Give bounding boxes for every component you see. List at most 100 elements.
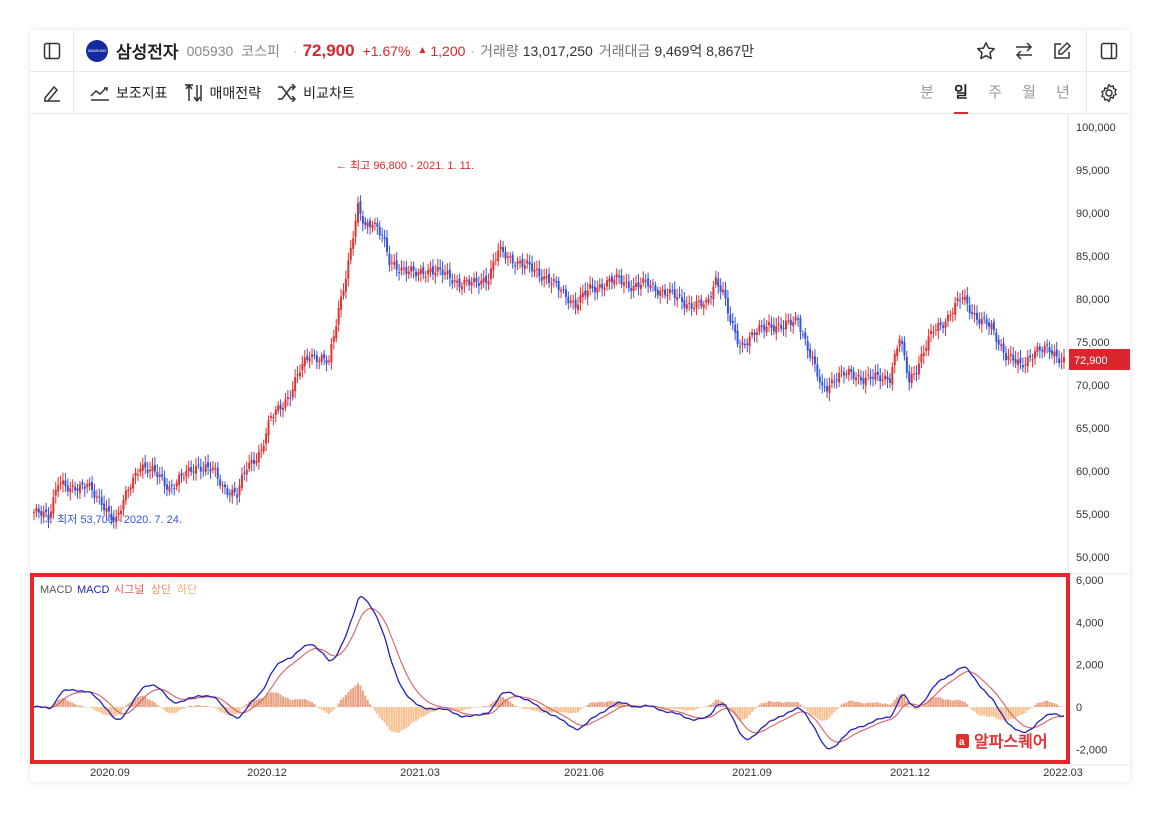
histogram-bar — [163, 707, 166, 711]
macd-legend: MACD MACD 시그널 상단 하단 — [40, 582, 197, 596]
histogram-bar — [211, 707, 214, 708]
candle-body — [1041, 349, 1044, 352]
histogram-bar — [951, 700, 954, 708]
compare-button[interactable]: 비교차트 — [277, 83, 355, 103]
price-tick-label: 95,000 — [1076, 165, 1110, 177]
candle-body — [1060, 360, 1063, 362]
candle-body — [755, 332, 758, 335]
time-tick-label: 2021.06 — [564, 767, 604, 779]
indicator-button[interactable]: 보조지표 — [90, 83, 168, 103]
candle-body — [777, 323, 780, 325]
star-icon[interactable] — [976, 41, 996, 61]
histogram-bar — [593, 702, 596, 708]
settings-button[interactable] — [1086, 71, 1130, 114]
histogram-bar — [983, 707, 986, 716]
drawing-tool-button[interactable] — [30, 71, 74, 114]
candle-body — [751, 332, 754, 336]
tab-week[interactable]: 주 — [988, 83, 1002, 101]
candle-body — [535, 268, 538, 270]
histogram-bar — [173, 707, 176, 714]
candle-body — [1012, 354, 1015, 361]
candle-body — [806, 340, 809, 351]
histogram-bar — [531, 707, 534, 711]
histogram-bar — [884, 703, 887, 708]
sidebar-toggle-button[interactable] — [30, 29, 74, 72]
histogram-bar — [127, 703, 130, 708]
histogram-bar — [523, 707, 526, 710]
histogram-bar — [659, 707, 662, 710]
swap-icon[interactable] — [1014, 41, 1034, 61]
histogram-bar — [262, 697, 265, 708]
volume-label: 거래량 — [480, 42, 519, 59]
histogram-bar — [298, 699, 301, 708]
stock-name[interactable]: 삼성전자 — [116, 43, 179, 62]
histogram-bar — [514, 706, 517, 708]
legend-macd: MACD — [77, 584, 109, 596]
histogram-bar — [422, 707, 425, 717]
candle-body — [528, 261, 531, 265]
candle-body — [129, 487, 132, 490]
histogram-bar — [787, 701, 790, 708]
candle-body — [187, 467, 190, 472]
histogram-bar — [383, 707, 386, 723]
candle-body — [504, 251, 507, 259]
candle-body — [1004, 353, 1007, 360]
histogram-bar — [1046, 700, 1049, 708]
candle-body — [888, 378, 891, 383]
candle-body — [224, 484, 227, 488]
histogram-bar — [700, 707, 703, 708]
candle-body — [838, 372, 841, 383]
candle-body — [103, 503, 106, 511]
panel-toggle-button[interactable] — [1086, 29, 1130, 72]
histogram-bar — [930, 698, 933, 708]
time-tick-label: 2021.12 — [890, 767, 930, 779]
candle-body — [792, 322, 795, 326]
histogram-bar — [910, 707, 913, 708]
candle-body — [1031, 359, 1034, 361]
separator-dot: · — [292, 42, 298, 59]
tab-year[interactable]: 년 — [1056, 83, 1070, 101]
histogram-bar — [980, 707, 983, 716]
histogram-bar — [231, 707, 234, 715]
candle-body — [632, 285, 635, 291]
candle-body — [606, 280, 609, 287]
candle-body — [499, 246, 502, 250]
candle-body — [52, 497, 55, 514]
histogram-bar — [562, 707, 565, 712]
chart-area[interactable]: 100,000 95,000 90,000 85,000 80,000 75,000 70,… — [30, 30, 1130, 782]
candle-body — [238, 485, 241, 496]
histogram-bar — [973, 707, 976, 712]
histogram-bar — [821, 707, 824, 721]
shuffle-icon — [278, 83, 297, 102]
strategy-button[interactable]: 매매전략 — [184, 83, 261, 103]
tab-minute[interactable]: 분 — [920, 83, 934, 101]
histogram-bar — [267, 693, 270, 708]
tab-month[interactable]: 월 — [1022, 83, 1036, 101]
candle-body — [726, 297, 729, 314]
candle-body — [453, 280, 456, 282]
histogram-bar — [54, 702, 57, 708]
histogram-bar — [100, 707, 103, 714]
candle-body — [932, 332, 935, 334]
candle-body — [441, 269, 444, 276]
candle-body — [864, 377, 867, 386]
current-price: 72,900 — [302, 40, 355, 60]
histogram-bar — [944, 699, 947, 708]
candle-body — [1014, 359, 1017, 364]
histogram-bar — [978, 707, 981, 716]
tab-day[interactable]: 일 — [944, 72, 978, 114]
candle-body — [538, 268, 541, 277]
candle-body — [635, 283, 638, 287]
histogram-bar — [296, 698, 299, 708]
candle-body — [908, 371, 911, 383]
edit-icon[interactable] — [1052, 41, 1072, 61]
histogram-bar — [301, 699, 304, 708]
candle-body — [871, 377, 874, 379]
histogram-bar — [574, 707, 577, 714]
histogram-bar — [673, 707, 676, 710]
candle-body — [182, 477, 185, 479]
histogram-bar — [709, 704, 712, 708]
histogram-bar — [572, 707, 575, 713]
histogram-bar — [748, 707, 751, 715]
candle-body — [688, 302, 691, 304]
